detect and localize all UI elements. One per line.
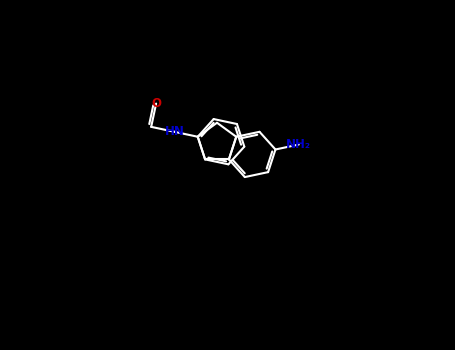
Text: O: O xyxy=(151,97,161,110)
Text: NH₂: NH₂ xyxy=(286,138,311,151)
Text: HN: HN xyxy=(165,125,184,138)
